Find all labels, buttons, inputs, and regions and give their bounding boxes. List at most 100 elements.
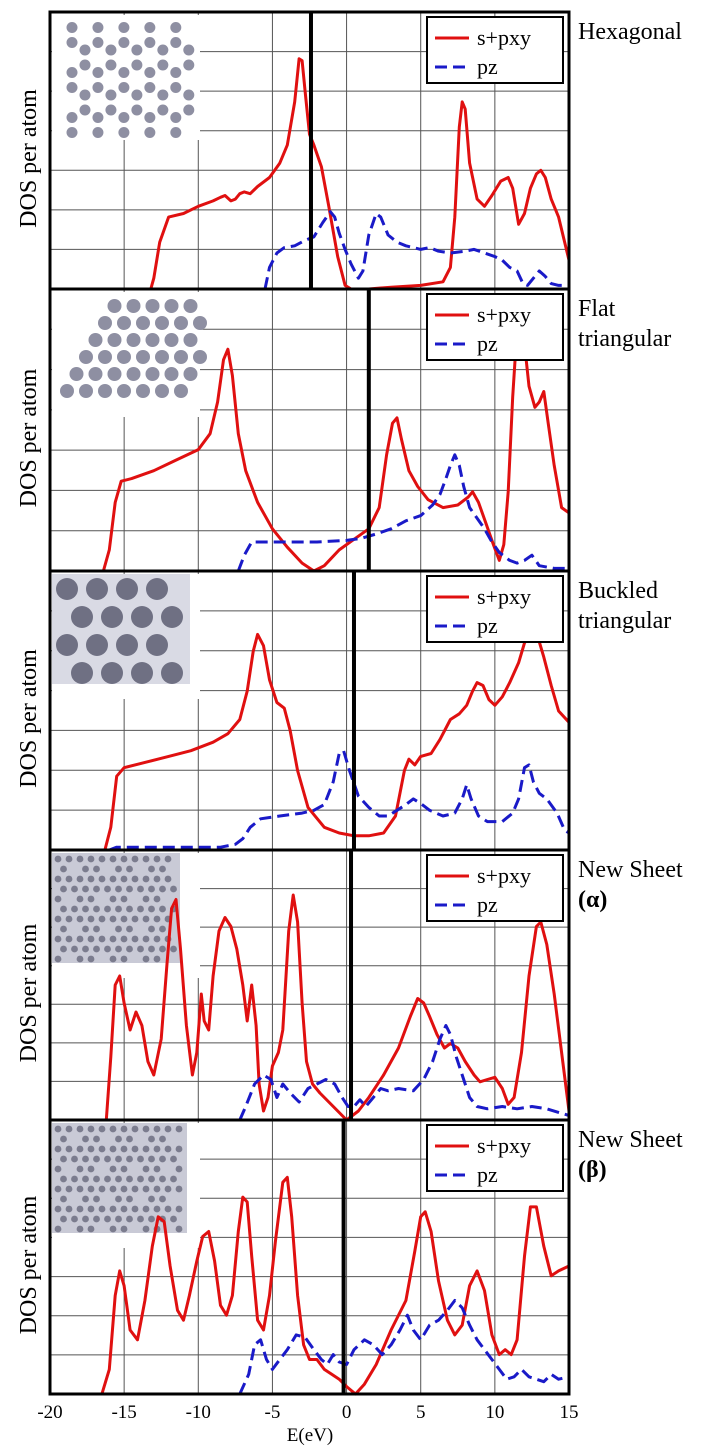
atom	[109, 1145, 117, 1153]
atom	[120, 955, 128, 963]
series-pz-line	[236, 453, 569, 572]
atom	[153, 1165, 161, 1173]
atom	[155, 384, 169, 398]
atom	[69, 367, 84, 381]
atom	[148, 1215, 155, 1223]
atom	[164, 1145, 172, 1153]
atom	[92, 112, 104, 123]
atom	[137, 1215, 144, 1223]
atom	[65, 875, 73, 883]
atom	[76, 955, 84, 963]
atom	[79, 350, 93, 364]
atom	[170, 1155, 177, 1163]
atom	[126, 925, 133, 933]
legend-label-s-pxy: s+pxy	[477, 863, 531, 888]
atom	[76, 1225, 84, 1233]
atom	[131, 855, 139, 863]
atom	[54, 955, 62, 963]
atom	[107, 333, 122, 347]
atom	[86, 578, 108, 600]
atom	[92, 67, 104, 78]
atom	[120, 1225, 128, 1233]
atom	[115, 925, 122, 933]
atom	[142, 895, 150, 903]
x-axis-label: E(eV)	[287, 1425, 333, 1446]
atom	[82, 945, 89, 953]
atom	[120, 855, 128, 863]
atom	[193, 350, 207, 364]
atom	[159, 865, 166, 873]
atom	[170, 112, 182, 123]
atom	[153, 1185, 161, 1193]
atom	[155, 350, 169, 364]
atom	[87, 955, 95, 963]
atom	[71, 885, 78, 893]
legend: s+pxy pz	[426, 1124, 564, 1192]
atom	[148, 1135, 155, 1143]
atom	[87, 895, 95, 903]
atom	[137, 945, 144, 953]
x-axis: -20 -15 -10 -5 0 5 10 15	[37, 1402, 578, 1423]
atom	[107, 299, 122, 313]
atom	[159, 1135, 166, 1143]
atom	[71, 905, 78, 913]
atom	[146, 634, 168, 656]
atom	[93, 925, 100, 933]
atom	[145, 333, 160, 347]
legend: s+pxy pz	[426, 854, 564, 922]
atom	[157, 89, 169, 101]
atom	[145, 299, 160, 313]
series-s-pxy-line	[103, 630, 571, 851]
atom	[79, 104, 91, 116]
x-tick-label: 0	[342, 1402, 352, 1423]
panel-1: s+pxy pz Hexagonal DOS per atom	[16, 10, 682, 291]
atom	[118, 37, 130, 48]
atom	[144, 112, 156, 123]
legend-label-pz: pz	[477, 1162, 498, 1187]
atom	[87, 1125, 95, 1133]
atom	[126, 299, 141, 313]
atom	[131, 662, 153, 684]
x-tick-label: 10	[485, 1402, 504, 1423]
legend: s+pxy pz	[426, 293, 564, 361]
atom	[170, 22, 182, 33]
atom	[164, 299, 179, 313]
x-tick-label: -15	[111, 1402, 136, 1423]
y-axis-label: DOS per atom	[16, 368, 42, 507]
atom	[60, 885, 67, 893]
atom	[65, 1185, 73, 1193]
atom	[98, 915, 106, 923]
x-tick-label: -10	[186, 1402, 211, 1423]
legend-box	[426, 575, 564, 643]
atom	[126, 885, 133, 893]
atom	[76, 915, 84, 923]
atom	[86, 634, 108, 656]
atom	[145, 367, 160, 381]
atom	[60, 925, 67, 933]
atom	[175, 1205, 183, 1213]
atom	[92, 22, 104, 33]
panel-title: Flat	[578, 296, 616, 322]
legend-label-s-pxy: s+pxy	[477, 1133, 531, 1158]
atom	[153, 955, 161, 963]
panels-layer: s+pxy pz Hexagonal DOS per atom s+pxy pz Flat t…	[16, 10, 683, 1396]
atom	[71, 945, 78, 953]
atom	[131, 915, 139, 923]
atom	[115, 905, 122, 913]
atom	[126, 865, 133, 873]
series-s-pxy-line	[100, 1175, 570, 1396]
atom	[54, 1125, 62, 1133]
legend-box	[426, 854, 564, 922]
legend-label-pz: pz	[477, 892, 498, 917]
atom	[79, 89, 91, 101]
atom	[131, 875, 139, 883]
atom	[54, 895, 62, 903]
atom	[131, 89, 143, 101]
atom	[170, 1215, 177, 1223]
x-tick-label: -5	[265, 1402, 281, 1423]
atom	[142, 1125, 150, 1133]
atom	[109, 915, 117, 923]
atom	[131, 59, 143, 71]
atom	[183, 59, 195, 71]
atom	[92, 82, 104, 93]
